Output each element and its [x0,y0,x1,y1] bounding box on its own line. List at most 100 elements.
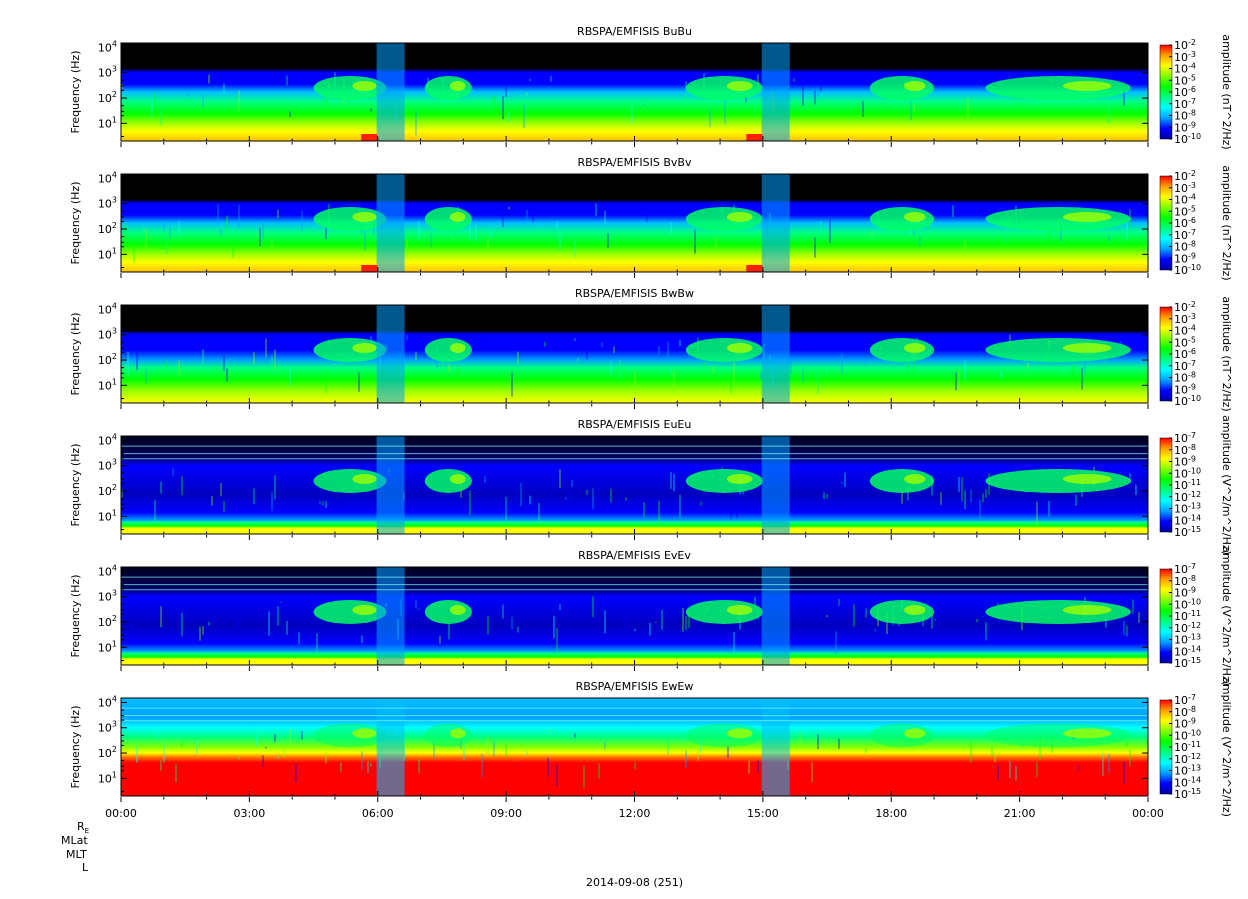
perigee-band [376,43,405,141]
spectrogram-background [121,305,1148,403]
colorbar-tick-label: 10-7 [1174,431,1196,445]
colorbar-tick-label: 10-10 [1174,597,1201,611]
y-axis-label: Frequency (Hz) [69,706,82,789]
colorbar-tick-label: 10-8 [1174,443,1196,457]
colorbar-tick-label: 10-15 [1174,787,1201,801]
colorbar-tick-label: 10-11 [1174,609,1201,623]
chorus-emissions [313,206,1131,231]
colorbar-tick-label: 10-9 [1174,251,1196,265]
y-tick-label: 101 [98,770,117,785]
perigee-band [761,436,790,534]
colorbar-tick-label: 10-11 [1174,740,1201,754]
y-tick-label: 104 [98,39,117,54]
colorbar-tick-label: 10-6 [1174,347,1196,361]
colorbar-tick-label: 10-13 [1174,502,1201,516]
y-tick-label: 101 [98,115,117,130]
emission-core [726,604,753,615]
emission-core [352,473,377,484]
y-tick-label: 104 [98,432,117,447]
emission-core [904,80,926,91]
emission-core [449,604,466,615]
time-tick-label: 00:00 [1132,807,1164,820]
y-axis-label: Frequency (Hz) [69,444,82,527]
spectrogram-background [121,174,1148,272]
perigee-band [761,567,790,665]
perigee-band [761,698,790,796]
colorbar-tick-label: 10-7 [1174,693,1196,707]
perigee-band [376,567,405,665]
perigee-hot [746,265,763,272]
perigee-hot [361,134,378,141]
colorbar-tick-label: 10-10 [1174,728,1201,742]
y-axis-label: Frequency (Hz) [69,575,82,658]
time-tick-label: 12:00 [619,807,651,820]
y-axis-label: Frequency (Hz) [69,313,82,396]
colorbar-tick-label: 10-5 [1174,204,1196,218]
colorbar-tick-label: 10-12 [1174,752,1201,766]
y-tick-label: 102 [98,614,117,629]
colorbar-tick-label: 10-7 [1174,562,1196,576]
chorus-emissions [313,468,1131,493]
colorbar-tick-label: 10-10 [1174,394,1201,408]
y-tick-label: 103 [98,65,117,80]
date-label: 2014-09-08 (251) [586,876,684,889]
panel-2: RBSPA/EMFISIS BwBw Frequency (Hz) 104 103 10… [69,287,1233,412]
colorbar-tick-label: 10-15 [1174,656,1201,670]
colorbar-tick-label: 10-2 [1174,300,1196,314]
y-tick-label: 103 [98,720,117,735]
emission-core [904,473,926,484]
perigee-band [376,436,405,534]
y-tick-label: 102 [98,352,117,367]
chorus-emissions [313,599,1131,624]
panel-title: RBSPA/EMFISIS BvBv [578,156,692,169]
y-axis-label: Frequency (Hz) [69,51,82,134]
panel-5: RBSPA/EMFISIS EwEw Frequency (Hz) 104 103 10… [69,677,1233,817]
perigee-band [376,305,405,403]
y-tick-label: 102 [98,745,117,760]
colorbar-tick-label: 10-13 [1174,764,1201,778]
ephemeris-label-mlt: MLT [66,848,87,861]
emission-core [352,728,377,739]
colorbar-tick-label: 10-13 [1174,633,1201,647]
colorbar-tick-label: 10-7 [1174,228,1196,242]
y-tick-label: 101 [98,639,117,654]
emission-core [1062,211,1112,222]
colorbar-tick-label: 10-11 [1174,478,1201,492]
y-tick-label: 102 [98,483,117,498]
ephemeris-label-re: RE [77,820,90,836]
panel-1: RBSPA/EMFISIS BvBv Frequency (Hz) 104 103 10… [69,156,1233,281]
emission-core [726,342,753,353]
y-tick-label: 104 [98,301,117,316]
y-tick-label: 102 [98,221,117,236]
perigee-band [761,43,790,141]
colorbar-tick-label: 10-8 [1174,240,1196,254]
emission-core [449,80,466,91]
colorbar-label: amplitude (nT^2/Hz) [1220,165,1233,280]
y-tick-label: 103 [98,589,117,604]
time-tick-label: 00:00 [105,807,137,820]
panel-title: RBSPA/EMFISIS EvEv [578,549,691,562]
perigee-band [376,174,405,272]
time-tick-label: 09:00 [490,807,522,820]
spectrogram-background [121,436,1148,534]
colorbar-tick-label: 10-6 [1174,85,1196,99]
colorbar-tick-label: 10-10 [1174,263,1201,277]
emission-core [449,342,466,353]
emission-core [449,728,466,739]
colorbar-tick-label: 10-2 [1174,38,1196,52]
colorbar-tick-label: 10-14 [1174,775,1201,789]
colorbar-tick-label: 10-4 [1174,62,1196,76]
y-tick-label: 101 [98,246,117,261]
emission-core [904,211,926,222]
y-tick-label: 101 [98,377,117,392]
colorbar-tick-label: 10-10 [1174,132,1201,146]
colorbar-tick-label: 10-6 [1174,216,1196,230]
spectrogram-background [121,567,1148,665]
ephemeris-label-mlat: MLat [61,834,88,847]
colorbar-tick-label: 10-4 [1174,324,1196,338]
emission-core [1062,604,1112,615]
colorbar-tick-label: 10-7 [1174,359,1196,373]
y-tick-label: 103 [98,458,117,473]
y-tick-label: 104 [98,694,117,709]
